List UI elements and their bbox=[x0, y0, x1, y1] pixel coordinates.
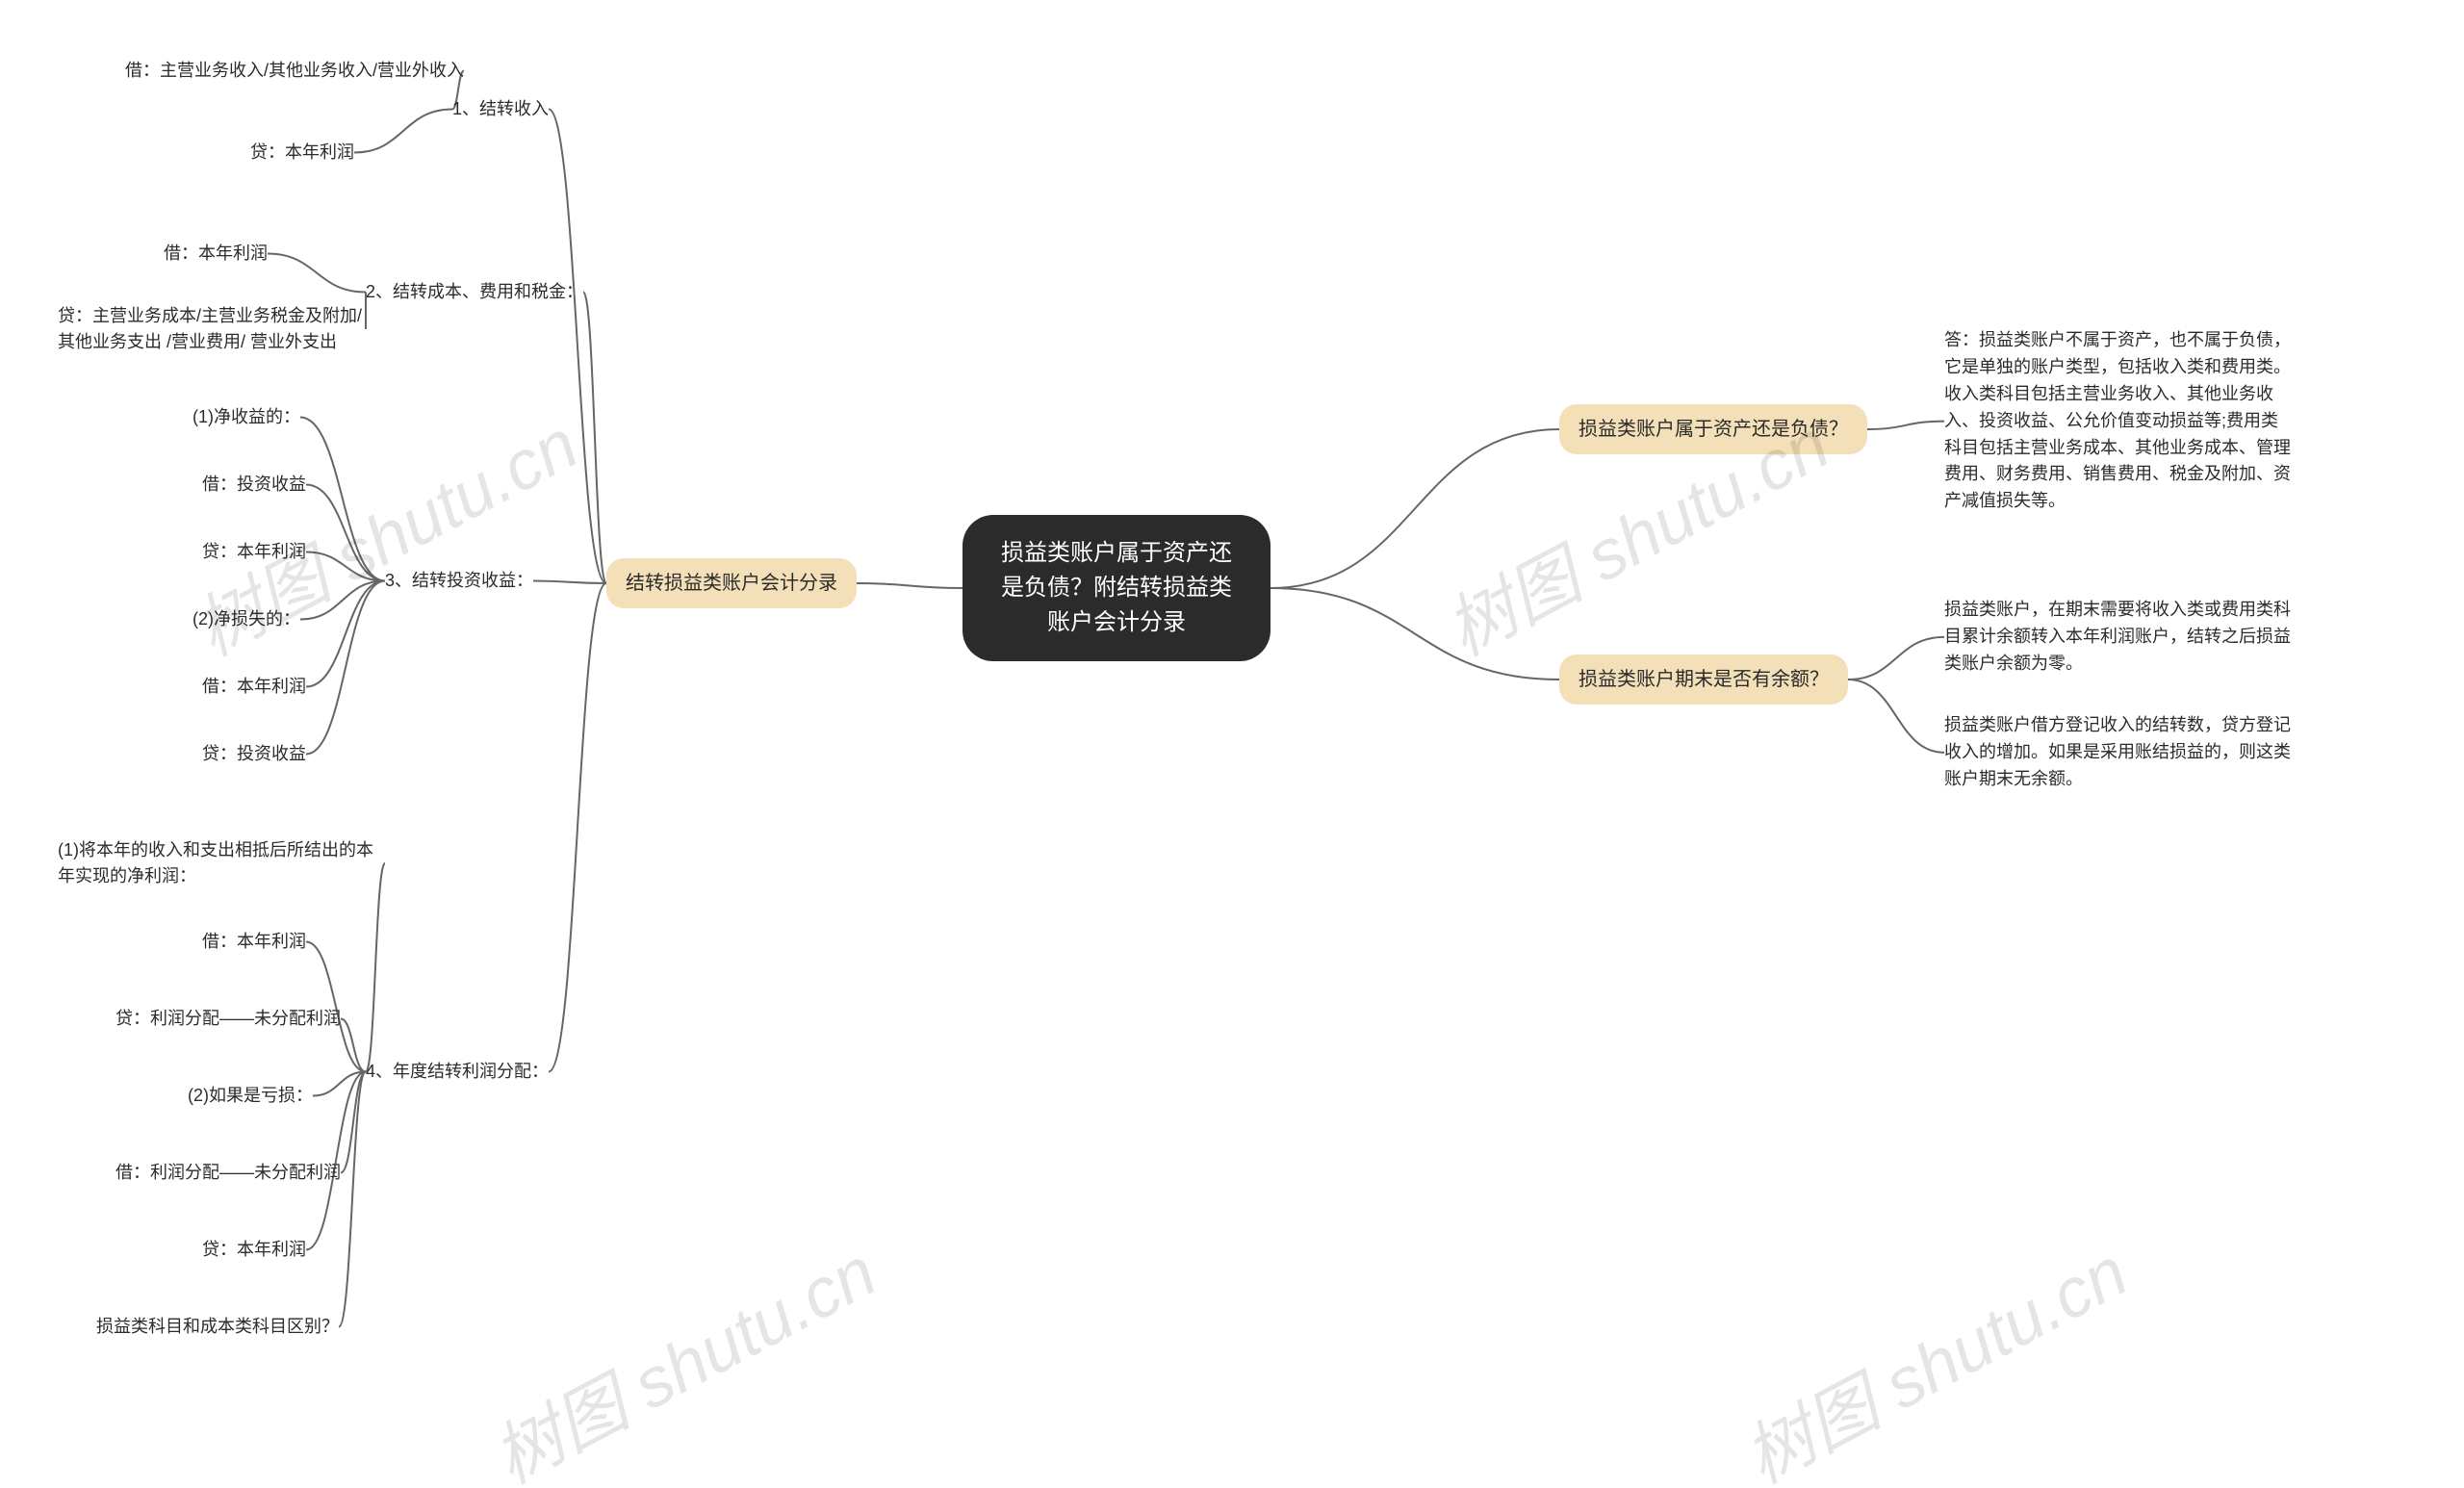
edge bbox=[306, 581, 385, 687]
group-2-label: 2、结转成本、费用和税金： bbox=[366, 279, 583, 305]
edge bbox=[549, 110, 606, 584]
group-3-item: (1)净收益的： bbox=[192, 404, 300, 430]
group-3-label: 3、结转投资收益： bbox=[385, 568, 533, 594]
edge bbox=[583, 293, 606, 584]
group-4-item: 借：利润分配——未分配利润 bbox=[116, 1160, 341, 1186]
edge bbox=[268, 254, 366, 293]
edge bbox=[339, 1072, 366, 1327]
edge bbox=[306, 581, 385, 755]
group-2-item: 贷：主营业务成本/主营业务税金及附加/ 其他业务支出 /营业费用/ 营业外支出 bbox=[58, 303, 366, 355]
group-4-label: 4、年度结转利润分配： bbox=[366, 1059, 549, 1085]
group-1-item: 借：主营业务收入/其他业务收入/营业外收入 bbox=[125, 58, 464, 84]
edge bbox=[1270, 429, 1559, 588]
edge bbox=[354, 110, 452, 153]
edge bbox=[341, 1019, 366, 1072]
edge bbox=[1848, 637, 1944, 680]
group-1-item: 贷：本年利润 bbox=[250, 140, 354, 166]
group-4-item: (2)如果是亏损： bbox=[188, 1083, 313, 1109]
edge bbox=[857, 583, 962, 588]
edge bbox=[549, 583, 606, 1072]
group-4-item: (1)将本年的收入和支出相抵后所结出的本年实现的净利润： bbox=[58, 837, 385, 889]
para-asset-or-liability-answer: 答：损益类账户不属于资产，也不属于负债，它是单独的账户类型，包括收入类和费用类。… bbox=[1944, 327, 2291, 515]
branch-asset-or-liability: 损益类账户属于资产还是负债？ bbox=[1559, 404, 1867, 454]
group-4-item: 贷：本年利润 bbox=[202, 1237, 306, 1263]
edge bbox=[306, 485, 385, 581]
group-3-item: 借：投资收益 bbox=[202, 472, 306, 498]
edge bbox=[1848, 680, 1944, 753]
watermark: 树图 shutu.cn bbox=[473, 1217, 890, 1488]
edge bbox=[306, 552, 385, 581]
edge bbox=[1270, 588, 1559, 680]
edge bbox=[300, 418, 385, 581]
group-4-item: 贷：利润分配——未分配利润 bbox=[116, 1006, 341, 1032]
group-3-item: 借：本年利润 bbox=[202, 674, 306, 700]
para-period-end-b: 损益类账户借方登记收入的结转数，贷方登记收入的增加。如果是采用账结损益的，则这类… bbox=[1944, 712, 2291, 793]
group-1-label: 1、结转收入 bbox=[452, 96, 549, 122]
branch-period-end-balance: 损益类账户期末是否有余额？ bbox=[1559, 654, 1848, 705]
para-period-end-a: 损益类账户，在期末需要将收入类或费用类科目累计余额转入本年利润账户，结转之后损益… bbox=[1944, 597, 2291, 678]
root-node: 损益类账户属于资产还是负债？附结转损益类账户会计分录 bbox=[962, 515, 1270, 661]
branch-closing-entries: 结转损益类账户会计分录 bbox=[606, 558, 857, 608]
edge bbox=[313, 1072, 366, 1096]
group-3-item: 贷：投资收益 bbox=[202, 741, 306, 767]
edge bbox=[533, 581, 606, 584]
group-4-item: 借：本年利润 bbox=[202, 929, 306, 955]
edge bbox=[300, 581, 385, 620]
group-3-item: (2)净损失的： bbox=[192, 606, 300, 632]
group-4-item: 损益类科目和成本类科目区别？ bbox=[96, 1314, 339, 1340]
group-3-item: 贷：本年利润 bbox=[202, 539, 306, 565]
watermark: 树图 shutu.cn bbox=[1724, 1217, 2142, 1488]
edge bbox=[366, 863, 385, 1072]
edge bbox=[1867, 422, 1944, 429]
edge bbox=[341, 1072, 366, 1173]
group-2-item: 借：本年利润 bbox=[164, 241, 268, 267]
